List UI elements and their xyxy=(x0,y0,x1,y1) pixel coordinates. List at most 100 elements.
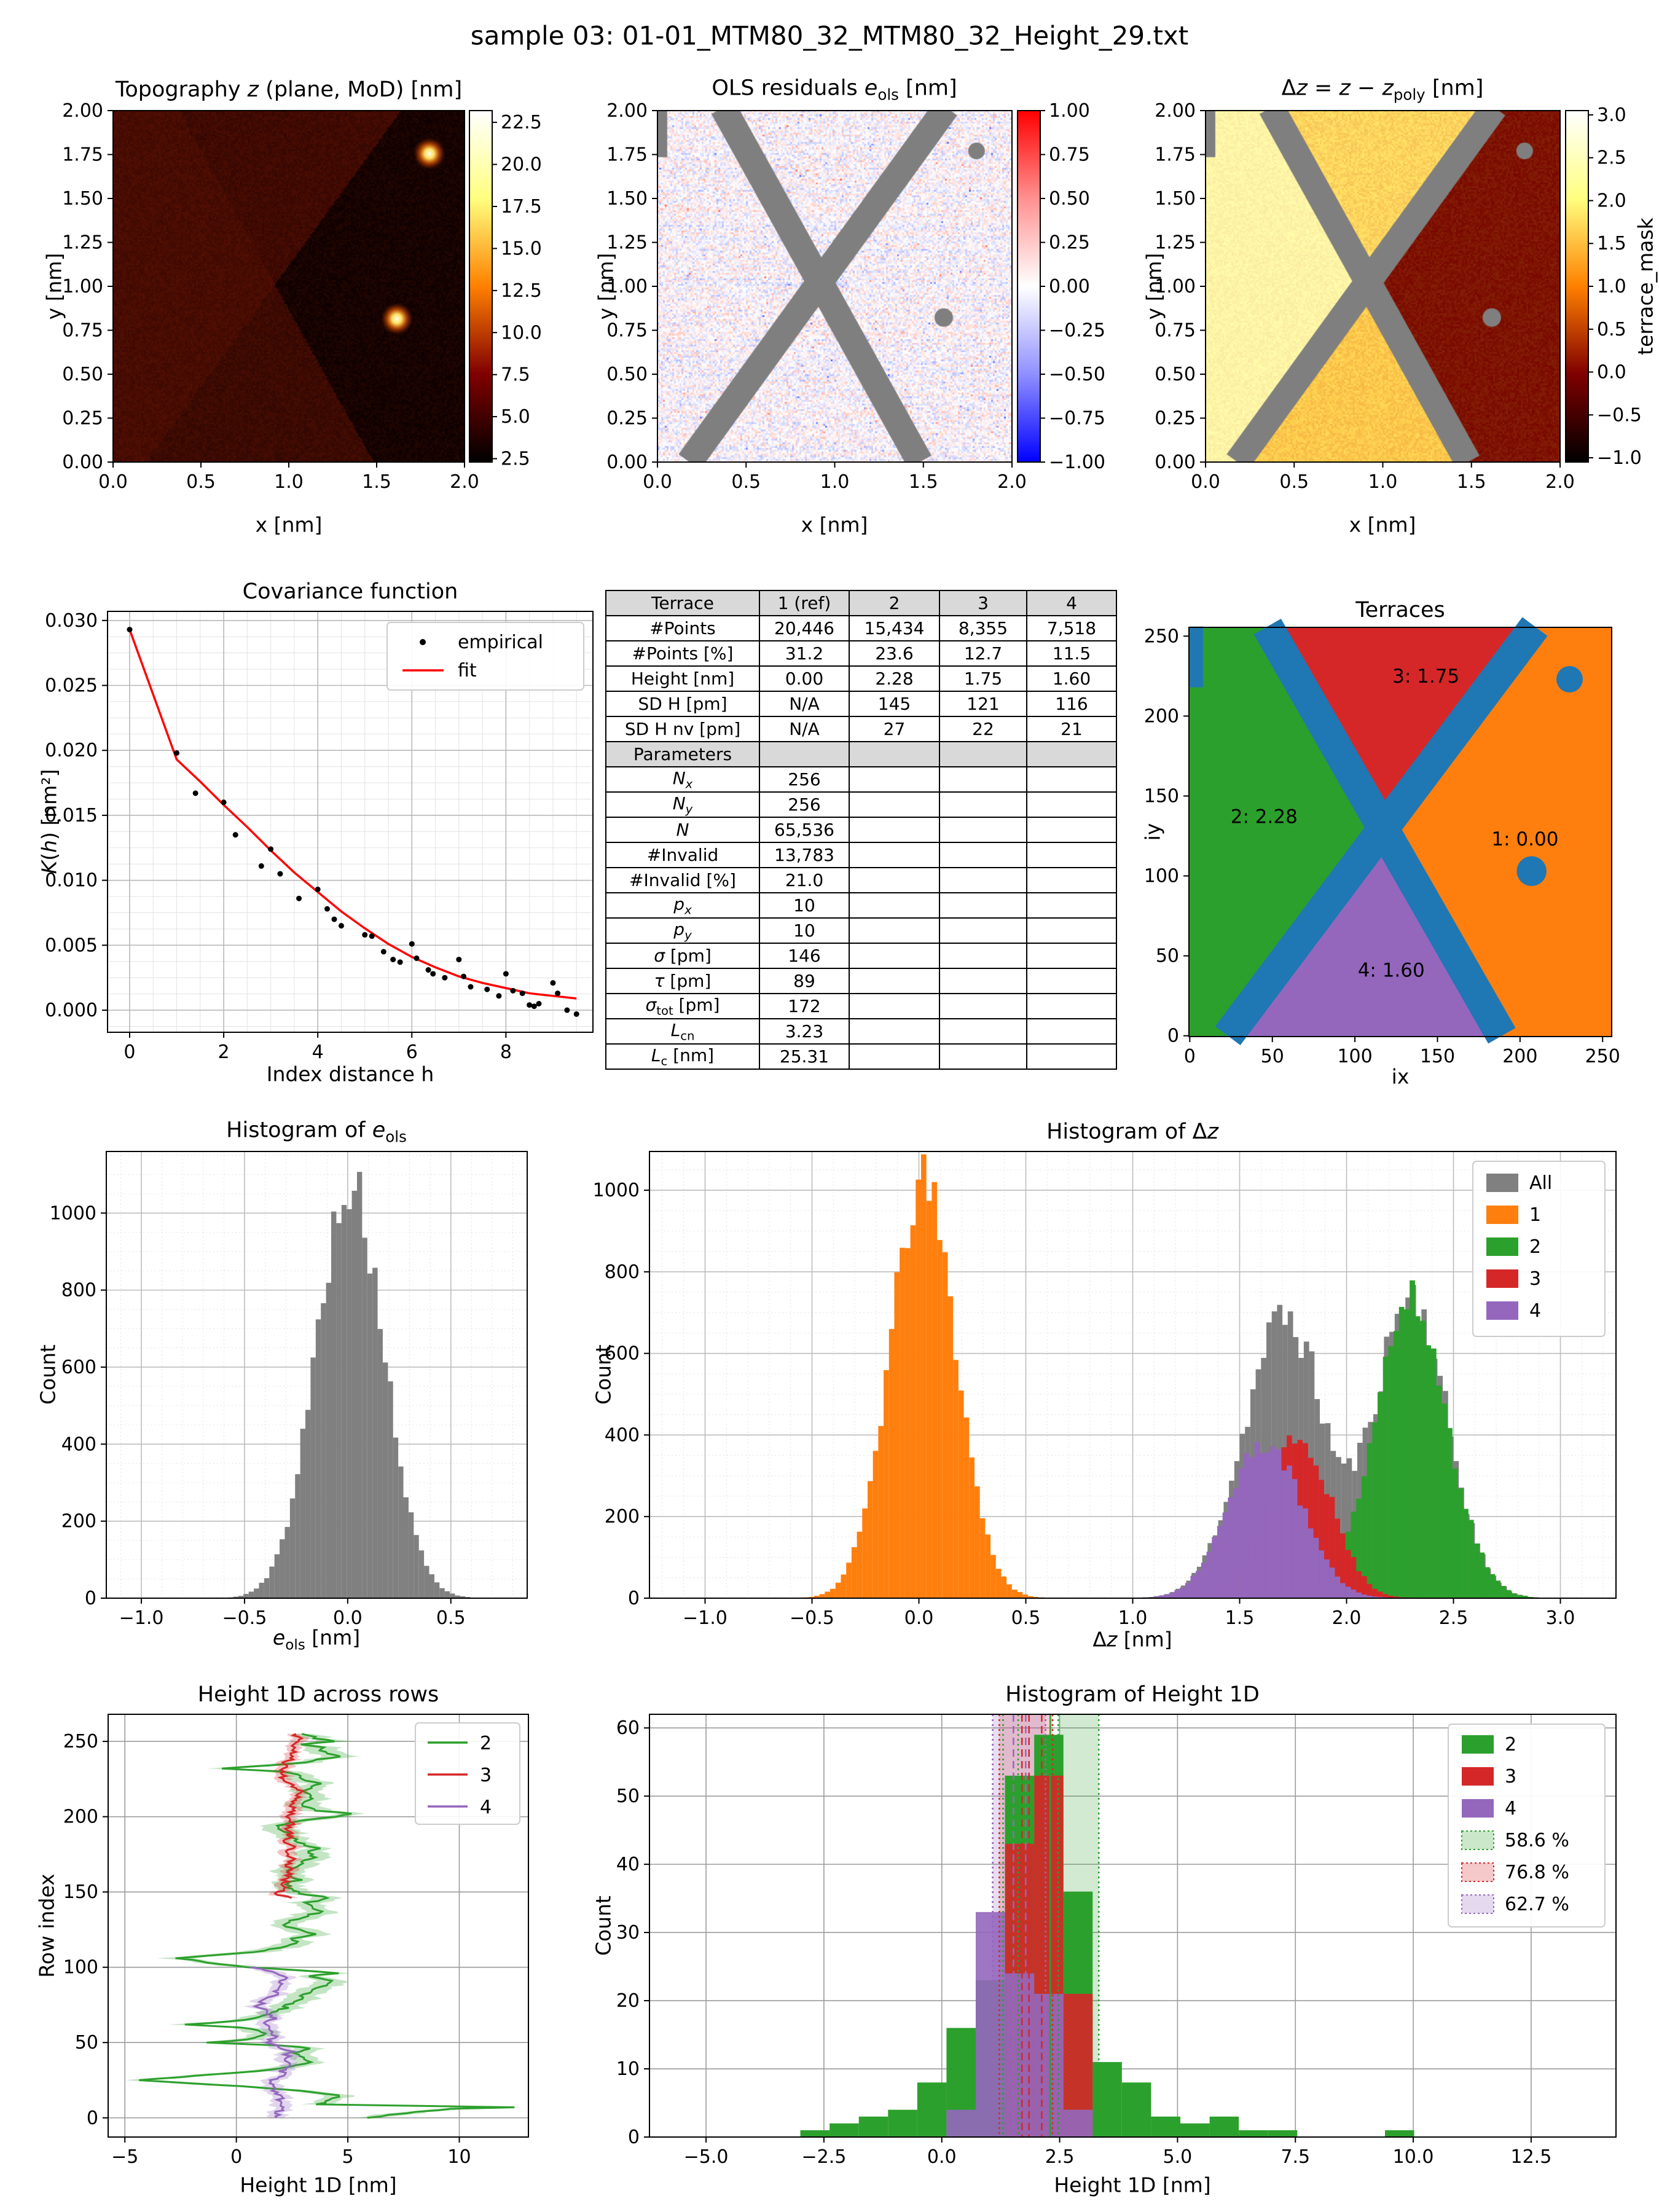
table-cell xyxy=(1026,766,1117,793)
svg-text:3: 1.75: 3: 1.75 xyxy=(1392,665,1459,688)
table-cell xyxy=(849,791,940,818)
svg-text:200: 200 xyxy=(605,1506,640,1528)
hist-dz-xlabel: Δz [nm] xyxy=(1092,1627,1172,1652)
table-cell: Parameters xyxy=(605,741,760,767)
svg-text:0: 0 xyxy=(1167,1026,1179,1047)
svg-text:200: 200 xyxy=(61,1511,96,1532)
svg-text:0.25: 0.25 xyxy=(606,408,648,429)
table-cell: 145 xyxy=(849,691,940,717)
height1d-rows-title: Height 1D across rows xyxy=(197,1682,439,1707)
svg-text:250: 250 xyxy=(1585,1046,1620,1067)
svg-text:0.75: 0.75 xyxy=(62,320,103,342)
table-cell: 21.0 xyxy=(759,867,850,893)
table-cell: Terrace xyxy=(605,590,760,616)
height1d-rows-xlabel: Height 1D [nm] xyxy=(240,2173,397,2197)
table-cell xyxy=(849,993,940,1019)
svg-text:50: 50 xyxy=(75,2032,98,2053)
svg-text:1.00: 1.00 xyxy=(1049,100,1090,122)
svg-text:−0.25: −0.25 xyxy=(1049,320,1105,342)
svg-text:1.5: 1.5 xyxy=(1457,471,1486,493)
svg-text:250: 250 xyxy=(1144,626,1179,647)
svg-text:12.5: 12.5 xyxy=(1510,2146,1551,2168)
table-cell: 10 xyxy=(759,892,850,919)
table-cell: 65,536 xyxy=(759,817,850,843)
terraces-title: Terraces xyxy=(1355,598,1445,622)
table-cell xyxy=(849,766,940,793)
svg-text:4: 1.60: 4: 1.60 xyxy=(1358,959,1425,981)
svg-text:10.0: 10.0 xyxy=(1393,2146,1434,2168)
table-cell: #Invalid [%] xyxy=(605,867,760,893)
svg-text:0.020: 0.020 xyxy=(45,740,98,761)
svg-text:0.005: 0.005 xyxy=(45,935,98,956)
table-cell: Lc [nm] xyxy=(605,1043,760,1070)
table-cell: 23.6 xyxy=(849,640,940,667)
svg-text:600: 600 xyxy=(605,1343,640,1365)
table-cell xyxy=(1026,968,1117,994)
svg-text:12.5: 12.5 xyxy=(501,280,542,302)
table-cell xyxy=(849,817,940,843)
svg-text:1.25: 1.25 xyxy=(606,232,648,254)
table-cell xyxy=(759,741,850,767)
svg-text:0.75: 0.75 xyxy=(606,320,648,342)
table-cell: 1 (ref) xyxy=(759,590,850,616)
svg-text:50: 50 xyxy=(1261,1046,1284,1067)
table-cell: 31.2 xyxy=(759,640,850,667)
svg-text:2.0: 2.0 xyxy=(1332,1607,1362,1629)
svg-text:0.0: 0.0 xyxy=(333,1607,363,1629)
table-cell xyxy=(849,892,940,919)
svg-text:10.0: 10.0 xyxy=(501,322,542,343)
table-cell xyxy=(939,817,1027,843)
svg-text:0: 0 xyxy=(87,2108,98,2129)
svg-text:400: 400 xyxy=(605,1424,640,1446)
svg-text:1.00: 1.00 xyxy=(1155,276,1196,297)
svg-text:200: 200 xyxy=(1144,705,1179,727)
svg-text:0: 0 xyxy=(124,1041,135,1063)
table-cell xyxy=(1026,791,1117,818)
svg-text:0: 0 xyxy=(628,1588,640,1609)
svg-text:10: 10 xyxy=(616,2058,640,2080)
svg-text:4: 4 xyxy=(1505,1798,1516,1819)
terrace-statistics-table: Terrace 1 (ref) 2 3 4 #Points 20,446 15,434 8,35… xyxy=(605,590,1117,1070)
svg-text:0.010: 0.010 xyxy=(45,870,98,892)
svg-text:17.5: 17.5 xyxy=(501,196,542,218)
svg-text:250: 250 xyxy=(63,1731,98,1752)
svg-text:0: 0 xyxy=(230,2146,242,2168)
svg-text:−1.0: −1.0 xyxy=(683,1607,728,1629)
svg-text:3.0: 3.0 xyxy=(1546,1607,1575,1629)
svg-text:2.0: 2.0 xyxy=(450,471,479,493)
svg-text:−0.5: −0.5 xyxy=(222,1607,267,1629)
dz-heatmap xyxy=(1206,111,1560,462)
svg-text:1: 1 xyxy=(1529,1204,1541,1226)
svg-text:All: All xyxy=(1529,1172,1552,1194)
svg-text:2: 2 xyxy=(1529,1236,1541,1258)
svg-text:1.00: 1.00 xyxy=(606,276,648,297)
hist-eols-title: Histogram of eols xyxy=(226,1118,407,1146)
svg-text:600: 600 xyxy=(61,1357,96,1378)
svg-text:0.0: 0.0 xyxy=(927,2146,957,2168)
table-cell xyxy=(1026,1043,1117,1070)
svg-text:50: 50 xyxy=(1156,946,1179,967)
svg-text:5.0: 5.0 xyxy=(501,406,530,428)
svg-text:1.00: 1.00 xyxy=(62,276,103,297)
svg-text:−5: −5 xyxy=(111,2146,138,2168)
svg-text:1.5: 1.5 xyxy=(1597,233,1626,254)
dz-map-title: Δz = z − zpoly [nm] xyxy=(1281,76,1484,104)
svg-text:2.00: 2.00 xyxy=(1155,100,1196,122)
svg-text:58.6 %: 58.6 % xyxy=(1505,1830,1569,1851)
svg-text:2.5: 2.5 xyxy=(1439,1607,1469,1629)
svg-text:800: 800 xyxy=(61,1280,96,1301)
svg-text:1.75: 1.75 xyxy=(1155,144,1196,166)
topography-heatmap xyxy=(113,111,465,462)
hist-h1d-title: Histogram of Height 1D xyxy=(1005,1682,1260,1707)
table-cell: #Points [%] xyxy=(605,640,760,667)
table-cell: SD H [pm] xyxy=(605,691,760,717)
svg-text:100: 100 xyxy=(1337,1046,1372,1067)
table-cell xyxy=(849,842,940,868)
table-cell: N/A xyxy=(759,691,850,717)
svg-text:0.0: 0.0 xyxy=(98,471,128,493)
table-cell: Nx xyxy=(605,766,760,793)
table-cell: 11.5 xyxy=(1026,640,1117,667)
svg-text:0: 0 xyxy=(85,1588,96,1609)
svg-text:1.0: 1.0 xyxy=(1597,276,1626,297)
svg-text:0.75: 0.75 xyxy=(1155,320,1196,342)
